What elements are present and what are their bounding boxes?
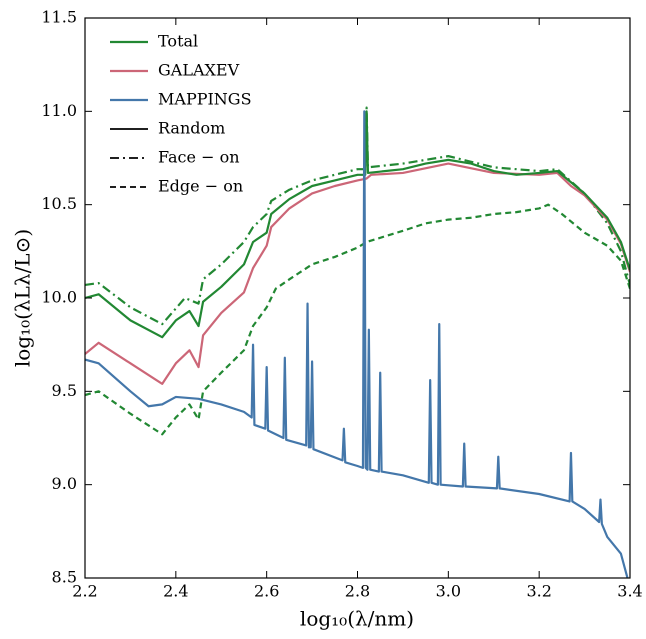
legend-label: Random <box>158 119 225 138</box>
x-axis-label: log₁₀(λ/nm) <box>300 607 414 631</box>
plot-area <box>85 106 630 578</box>
series-line <box>85 203 630 436</box>
x-tick-label: 2.2 <box>72 582 97 601</box>
y-tick-label: 11.5 <box>41 8 77 27</box>
legend-label: Edge − on <box>158 177 243 196</box>
legend-label: MAPPINGS <box>158 90 252 109</box>
x-tick-label: 2.8 <box>345 582 370 601</box>
x-tick-label: 3.4 <box>617 582 642 601</box>
y-tick-label: 8.5 <box>52 568 77 587</box>
legend-label: Total <box>158 32 198 51</box>
y-tick-label: 11.0 <box>41 101 77 120</box>
y-axis-label: log₁₀(λLλ/L⊙) <box>11 229 35 367</box>
y-tick-label: 9.5 <box>52 381 77 400</box>
series-line <box>85 106 630 326</box>
x-tick-label: 3.0 <box>436 582 461 601</box>
x-tick-label: 2.6 <box>254 582 279 601</box>
series-line <box>85 110 629 578</box>
y-tick-label: 9.0 <box>52 474 77 493</box>
legend-label: Face − on <box>158 148 240 167</box>
y-tick-label: 10.5 <box>41 194 77 213</box>
y-tick-label: 10.0 <box>41 288 77 307</box>
series-line <box>85 162 630 385</box>
series-line <box>85 110 630 339</box>
x-tick-label: 2.4 <box>163 582 188 601</box>
legend-label: GALAXEV <box>158 61 240 80</box>
x-tick-label: 3.2 <box>526 582 551 601</box>
